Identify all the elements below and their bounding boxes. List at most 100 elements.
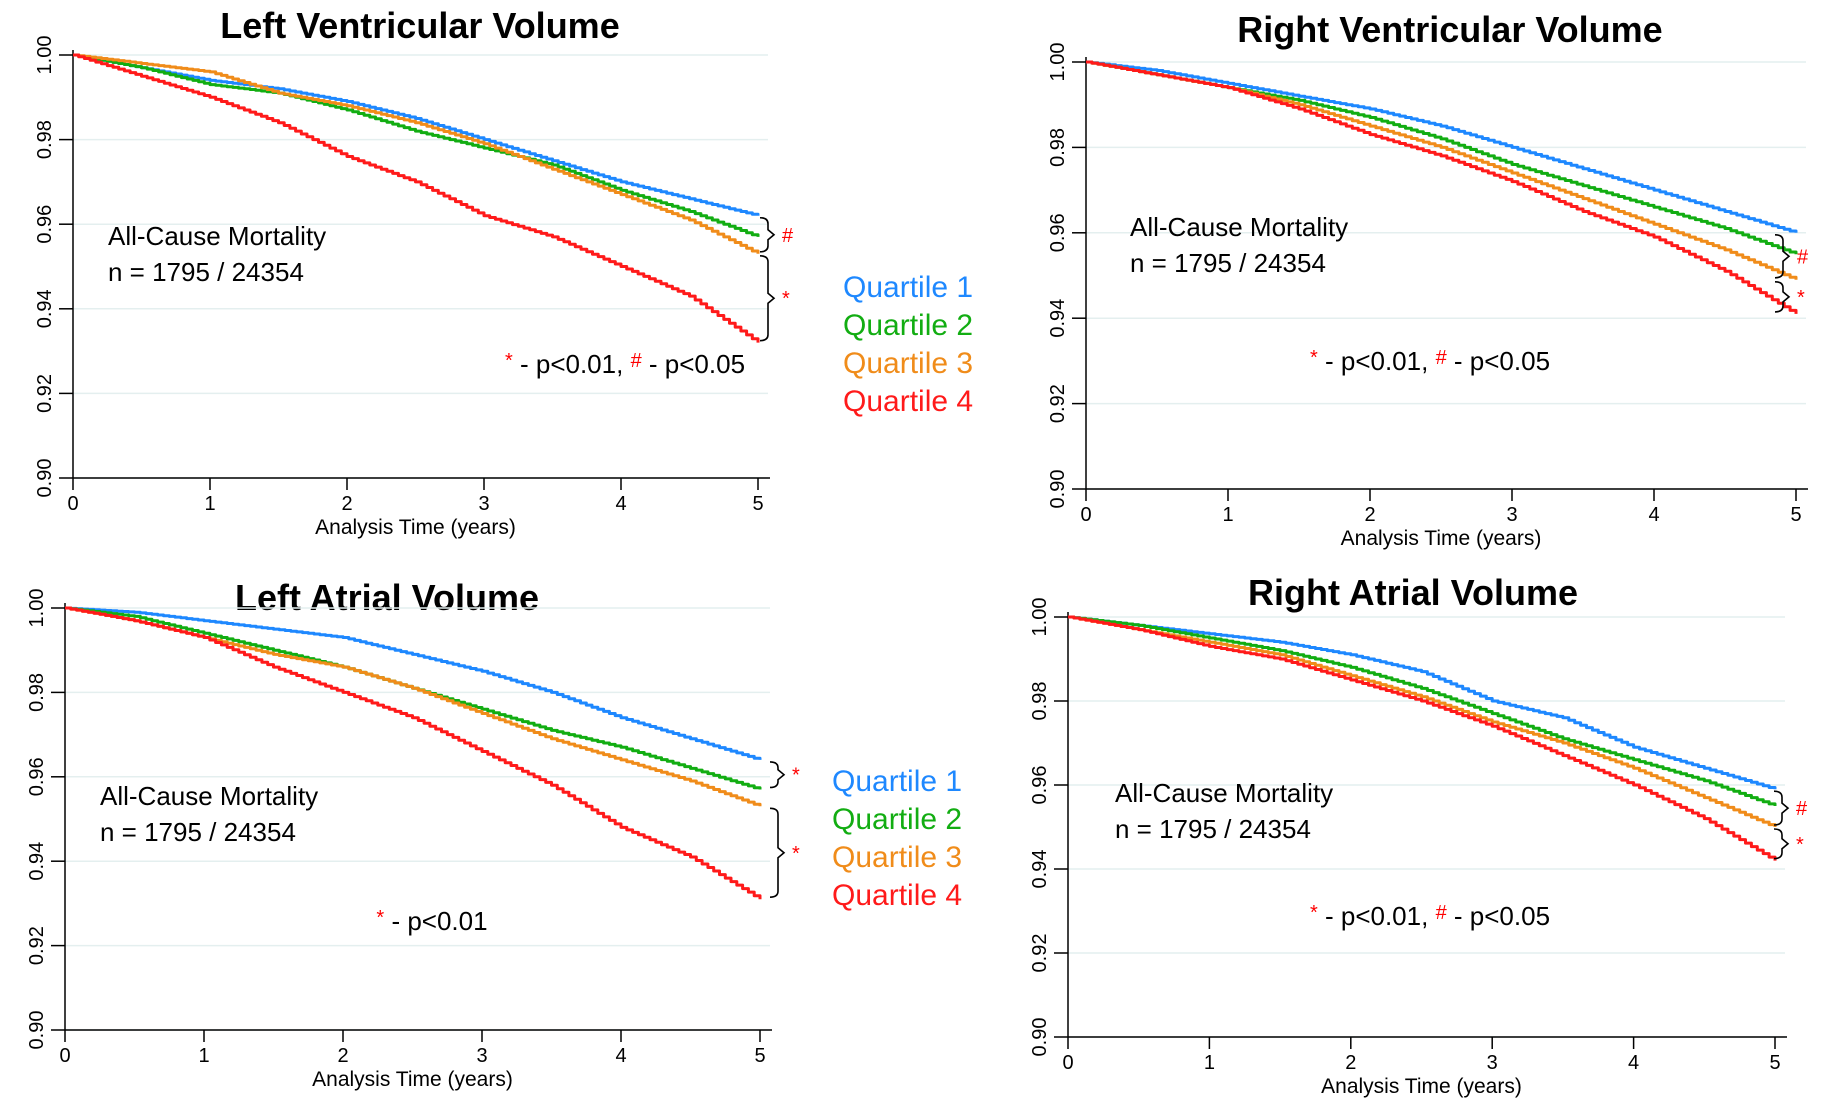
legend-entry: Quartile 3 — [843, 347, 973, 380]
footnote-text: - p<0.01 — [384, 906, 487, 936]
x-axis-label: Analysis Time (years) — [1341, 527, 1542, 550]
significance-symbol: * — [782, 288, 790, 310]
legend-entry: Quartile 4 — [832, 879, 962, 912]
y-tick-label: 1.00 — [1047, 43, 1069, 82]
x-tick-label: 2 — [337, 1045, 348, 1067]
x-tick-label: 4 — [615, 493, 626, 515]
legend-entry: Quartile 1 — [832, 765, 962, 798]
x-axis-label: Analysis Time (years) — [315, 516, 516, 539]
y-tick-label: 0.96 — [34, 205, 56, 244]
legend-1: Quartile 1 Quartile 2 Quartile 3 Quartile 4 — [843, 271, 973, 418]
legend-entry: Quartile 2 — [832, 803, 962, 836]
chart-title: Right Ventricular Volume — [1237, 9, 1662, 50]
footnote: * - p<0.01, # - p<0.05 — [505, 349, 745, 379]
annotation-text: All-Cause Mortality — [108, 221, 326, 251]
annotation-text: All-Cause Mortality — [1130, 212, 1348, 242]
significance-symbol: # — [1436, 902, 1448, 924]
comparison-bracket — [1773, 790, 1790, 826]
y-tick-label: 0.94 — [26, 842, 48, 881]
legend-entry: Quartile 3 — [832, 841, 962, 874]
footnote-text: - p<0.01, — [513, 349, 631, 379]
comparison-bracket — [1774, 234, 1791, 279]
x-tick-label: 0 — [1062, 1052, 1073, 1074]
y-tick-label: 0.96 — [1047, 213, 1069, 252]
chart-title: Right Atrial Volume — [1248, 572, 1578, 613]
significance-symbol: # — [1796, 798, 1808, 820]
y-tick-label: 0.98 — [1047, 128, 1069, 167]
comparison-bracket — [769, 761, 786, 789]
y-tick-label: 0.98 — [1029, 682, 1051, 721]
x-tick-label: 3 — [1487, 1052, 1498, 1074]
annotation-text: n = 1795 / 24354 — [1130, 248, 1326, 278]
x-tick-label: 3 — [1506, 504, 1517, 526]
comparison-bracket — [759, 255, 776, 342]
annotation-text: All-Cause Mortality — [1115, 778, 1333, 808]
x-tick-label: 5 — [752, 493, 763, 515]
x-tick-label: 1 — [1222, 504, 1233, 526]
series-line-quartile-1 — [73, 53, 760, 216]
comparison-bracket — [1774, 280, 1791, 313]
y-tick-label: 0.90 — [1047, 470, 1069, 509]
footnote-text: - p<0.05 — [1447, 901, 1550, 931]
legend-entry: Quartile 4 — [843, 385, 973, 418]
panel-1: Left Ventricular Volume 0.90 0.92 0.94 0.96 0… — [34, 5, 794, 539]
y-tick-label: 0.92 — [34, 374, 56, 413]
x-tick-label: 4 — [615, 1045, 626, 1067]
series-line-quartile-3 — [73, 53, 760, 254]
comparison-bracket — [1773, 828, 1790, 860]
annotation-text: n = 1795 / 24354 — [1115, 814, 1311, 844]
series-line-quartile-4 — [1086, 60, 1798, 314]
panel-2: Right Ventricular Volume 0.90 0.92 0.94 0.96… — [1047, 9, 1809, 550]
x-tick-label: 1 — [204, 493, 215, 515]
y-tick-label: 0.92 — [26, 926, 48, 965]
footnote: * - p<0.01 — [376, 906, 487, 936]
x-tick-label: 4 — [1628, 1052, 1639, 1074]
panel-4: Right Atrial Volume 0.90 0.92 0.94 0.96 0.98 1… — [1029, 572, 1808, 1098]
significance-symbol: # — [1797, 246, 1809, 268]
y-tick-label: 0.96 — [26, 757, 48, 796]
x-tick-label: 3 — [476, 1045, 487, 1067]
significance-symbol: * — [376, 907, 384, 929]
annotation-text: n = 1795 / 24354 — [100, 817, 296, 847]
chart-title: Left Ventricular Volume — [220, 5, 619, 46]
y-tick-label: 1.00 — [34, 36, 56, 75]
x-tick-label: 1 — [1204, 1052, 1215, 1074]
series-line-quartile-2 — [1068, 615, 1777, 806]
y-tick-label: 0.90 — [34, 459, 56, 498]
y-tick-label: 0.92 — [1047, 384, 1069, 423]
panel-3: Left Atrial Volume 0.90 0.92 0.94 0.96 0.98 1.… — [26, 577, 800, 1091]
footnote-text: - p<0.05 — [1447, 346, 1550, 376]
y-tick-label: 0.94 — [34, 289, 56, 328]
x-tick-label: 5 — [754, 1045, 765, 1067]
x-tick-label: 2 — [1364, 504, 1375, 526]
footnote: * - p<0.01, # - p<0.05 — [1310, 346, 1550, 376]
footnote: * - p<0.01, # - p<0.05 — [1310, 901, 1550, 931]
significance-symbol: * — [505, 350, 513, 372]
y-tick-label: 0.98 — [34, 120, 56, 159]
y-tick-label: 0.98 — [26, 673, 48, 712]
x-tick-label: 1 — [198, 1045, 209, 1067]
annotation-text: n = 1795 / 24354 — [108, 257, 304, 287]
significance-symbol: # — [1436, 347, 1448, 369]
series-line-quartile-4 — [65, 606, 762, 900]
x-axis-label: Analysis Time (years) — [312, 1068, 513, 1091]
series-line-quartile-1 — [65, 606, 762, 760]
footnote-text: - p<0.05 — [642, 349, 745, 379]
significance-symbol: # — [782, 225, 794, 247]
footnote-text: - p<0.01, — [1318, 901, 1436, 931]
y-tick-label: 0.92 — [1029, 934, 1051, 973]
footnote-text: - p<0.01, — [1318, 346, 1436, 376]
x-tick-label: 2 — [1345, 1052, 1356, 1074]
x-axis-label: Analysis Time (years) — [1321, 1075, 1522, 1098]
series-line-quartile-1 — [1068, 615, 1777, 790]
y-tick-label: 1.00 — [26, 589, 48, 628]
y-tick-label: 0.96 — [1029, 766, 1051, 805]
legend-2: Quartile 1 Quartile 2 Quartile 3 Quartile 4 — [832, 765, 962, 912]
comparison-bracket — [769, 807, 786, 898]
x-tick-label: 0 — [59, 1045, 70, 1067]
x-tick-label: 0 — [67, 493, 78, 515]
series-line-quartile-1 — [1086, 60, 1798, 233]
significance-symbol: * — [1796, 834, 1804, 856]
legend-entry: Quartile 1 — [843, 271, 973, 304]
